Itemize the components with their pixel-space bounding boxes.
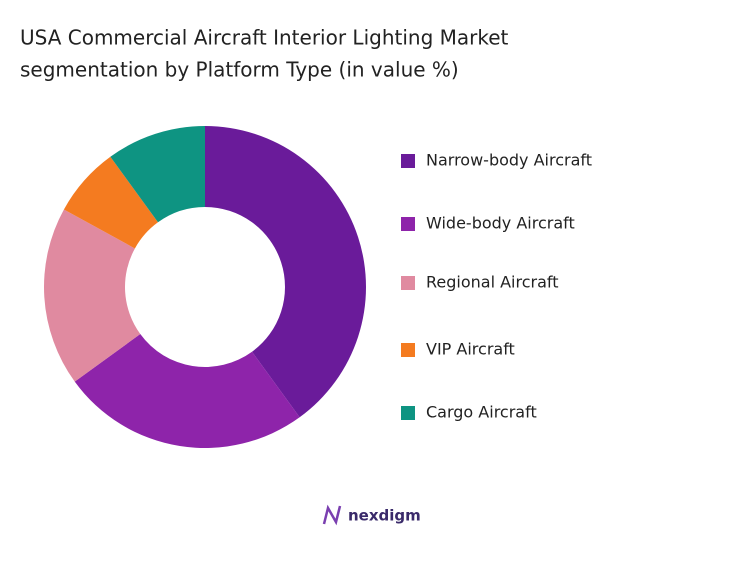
donut-slice bbox=[205, 126, 366, 418]
legend-swatch bbox=[401, 154, 415, 168]
legend-label: Regional Aircraft bbox=[426, 273, 559, 292]
legend-swatch bbox=[401, 217, 415, 231]
logo-icon bbox=[322, 504, 342, 526]
brand-name: nexdigm bbox=[348, 507, 421, 525]
donut-slice bbox=[43, 209, 141, 382]
legend-swatch bbox=[401, 276, 415, 290]
logo: nexdigm bbox=[322, 504, 421, 526]
legend-swatch bbox=[401, 343, 415, 357]
donut-slice bbox=[110, 126, 205, 223]
legend-swatch bbox=[401, 406, 415, 420]
chart-title: USA Commercial Aircraft Interior Lightin… bbox=[20, 26, 509, 50]
legend-label: Wide-body Aircraft bbox=[426, 214, 575, 233]
donut-slice bbox=[74, 334, 300, 449]
donut-slice bbox=[63, 156, 158, 249]
legend-label: VIP Aircraft bbox=[426, 340, 515, 359]
legend-label: Narrow-body Aircraft bbox=[426, 151, 592, 170]
chart-subtitle: segmentation by Platform Type (in value … bbox=[20, 58, 459, 82]
legend-label: Cargo Aircraft bbox=[426, 403, 537, 422]
